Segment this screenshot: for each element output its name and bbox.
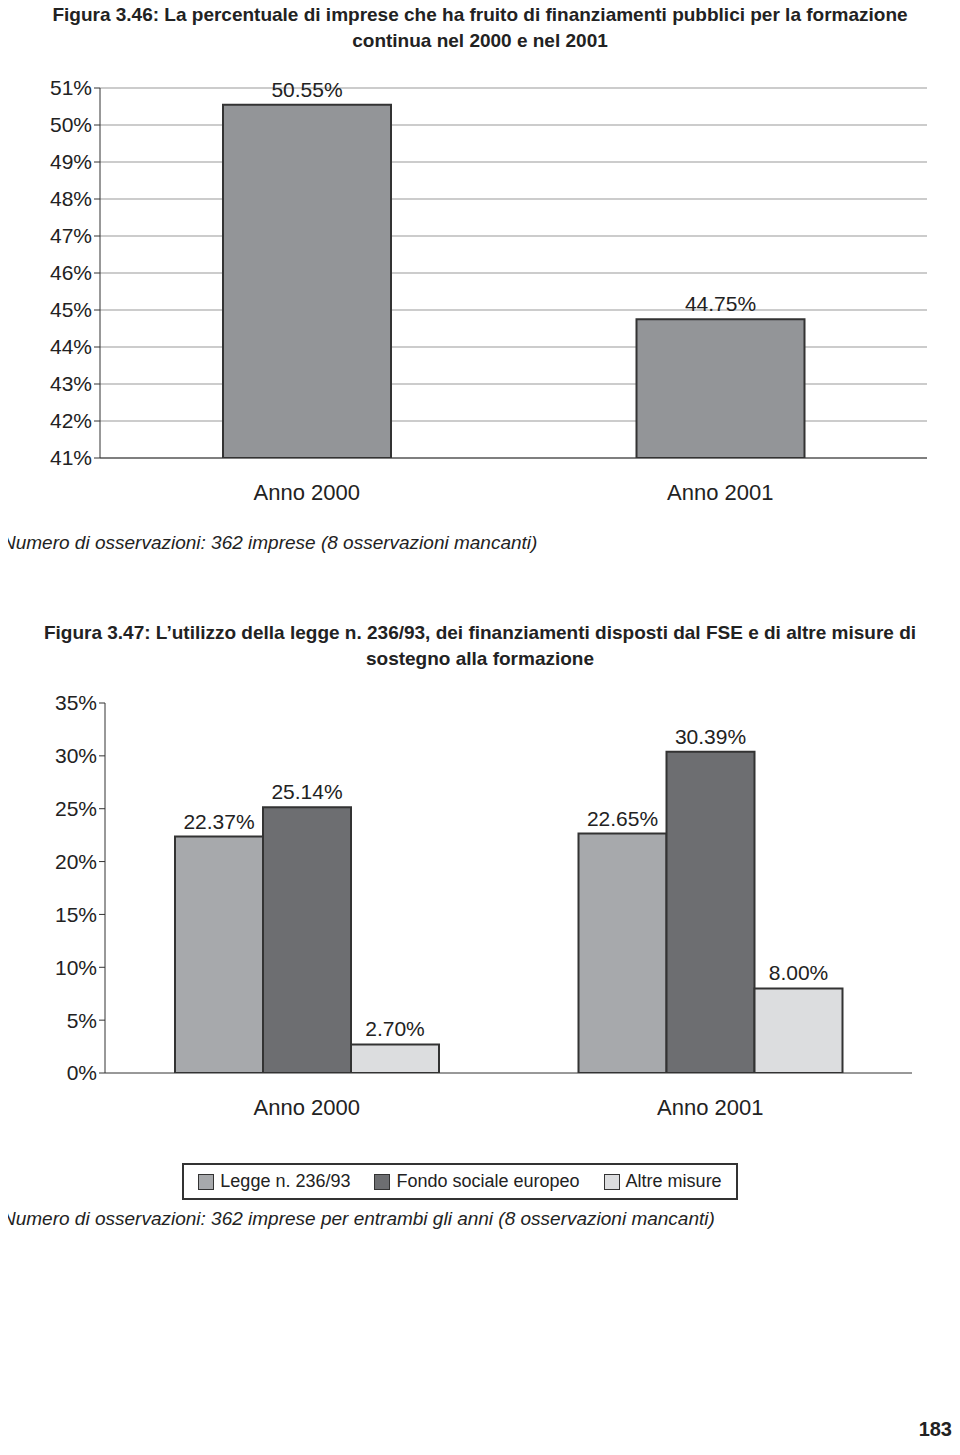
svg-text:43%: 43% [50,372,92,395]
svg-text:35%: 35% [55,691,97,714]
html-text:Fondo sociale europeo: Fondo sociale europeo [396,1171,580,1191]
svg-text:25%: 25% [55,797,97,820]
svg-text:30%: 30% [55,744,97,767]
html-text:Figura 3.46: La percentuale di: Figura 3.46: La percentuale di imprese c… [52,4,908,51]
svg-text:2.70%: 2.70% [365,1017,425,1040]
svg-text:20%: 20% [55,850,97,873]
svg-text:47%: 47% [50,224,92,247]
svg-text:10%: 10% [55,956,97,979]
html-text:Altre misure: Altre misure [625,1171,722,1191]
svg-text:50%: 50% [50,113,92,136]
svg-text:42%: 42% [50,409,92,432]
svg-text:44%: 44% [50,335,92,358]
svg-text:Anno 2001: Anno 2001 [657,1095,763,1120]
html-text:Numero di osservazioni: 362 im: Numero di osservazioni: 362 imprese (8 o… [2,532,538,553]
svg-text:Anno 2000: Anno 2000 [254,1095,360,1120]
svg-text:46%: 46% [50,261,92,284]
html-text:183: 183 [918,1418,952,1440]
svg-text:45%: 45% [50,298,92,321]
html-text:Numero di osservazioni: 362 im: Numero di osservazioni: 362 imprese per … [2,1208,715,1229]
svg-text:51%: 51% [50,76,92,99]
svg-text:30.39%: 30.39% [675,725,746,748]
svg-text:15%: 15% [55,903,97,926]
svg-text:8.00%: 8.00% [769,961,829,984]
svg-text:0%: 0% [67,1061,97,1084]
svg-text:49%: 49% [50,150,92,173]
svg-text:48%: 48% [50,187,92,210]
svg-text:50.55%: 50.55% [271,78,342,101]
svg-text:Anno 2001: Anno 2001 [667,480,773,505]
svg-text:22.65%: 22.65% [587,807,658,830]
html-text:Legge n. 236/93: Legge n. 236/93 [220,1171,351,1191]
svg-text:41%: 41% [50,446,92,469]
html-text:Figura 3.47: L’utilizzo della: Figura 3.47: L’utilizzo della legge n. 2… [43,622,916,669]
svg-text:22.37%: 22.37% [183,810,254,833]
svg-text:Anno 2000: Anno 2000 [254,480,360,505]
svg-text:25.14%: 25.14% [271,780,342,803]
svg-text:44.75%: 44.75% [685,292,756,315]
svg-text:5%: 5% [67,1009,97,1032]
